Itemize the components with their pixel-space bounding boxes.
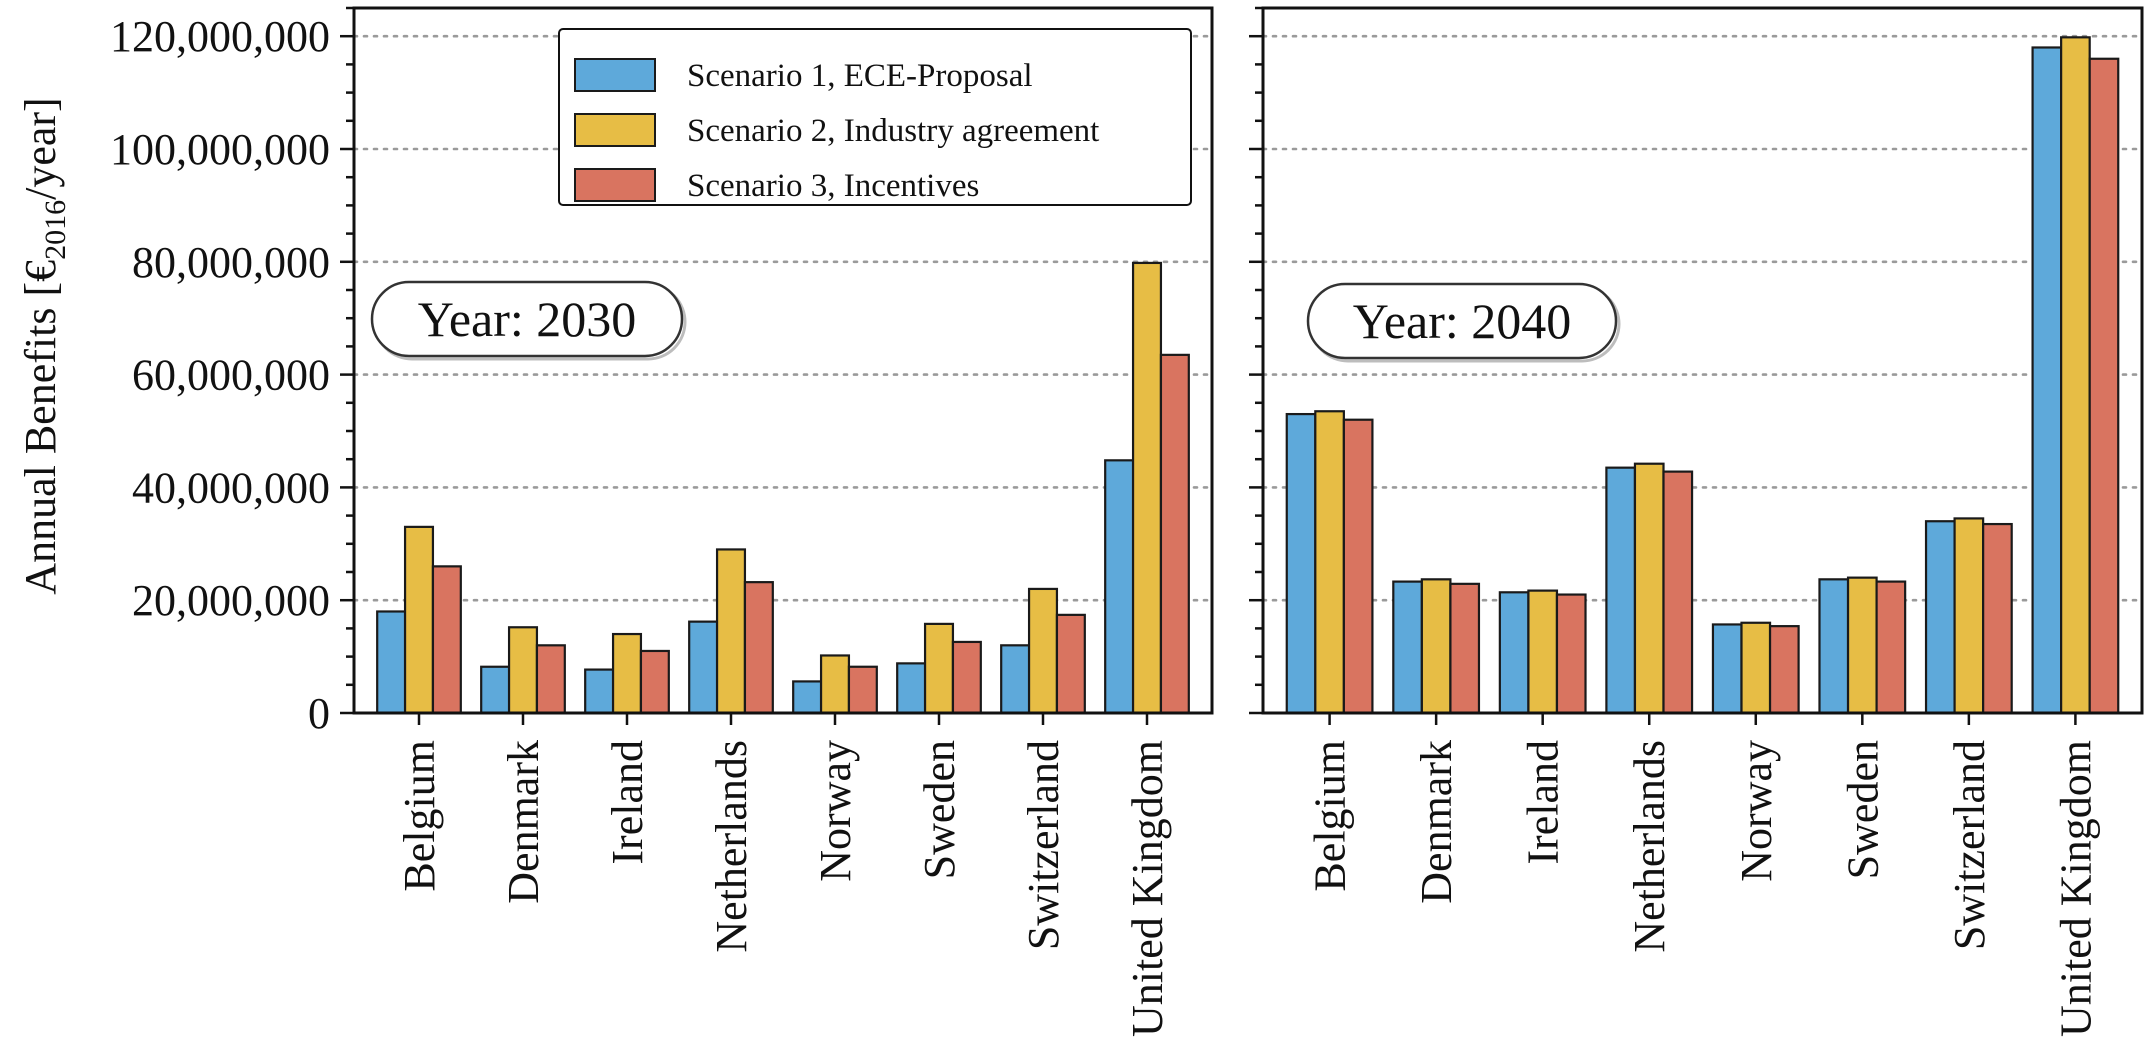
bar [1555,593,1587,715]
bar [847,665,878,715]
x-tick-label: Switzerland [1945,740,1994,950]
bar [1924,520,1956,715]
chart-panels: Belgium Denmark Ireland Netherlands Norway Sw… [110,6,2144,1037]
bar [1953,517,1985,715]
bar [1605,466,1637,715]
bar [951,640,982,715]
bar [923,622,955,715]
legend-swatch [574,58,656,92]
bar [1392,580,1423,715]
y-axis-label-suffix: /year] [16,97,65,200]
bar [1131,261,1163,715]
bar [1314,410,1345,715]
x-tick-label: Sweden [915,740,964,879]
bar [2060,36,2091,715]
bar [639,649,670,715]
bar [743,581,774,715]
bar [1982,522,2013,715]
x-tick-label: Ireland [1519,740,1568,865]
bar [611,632,643,715]
panel-1: Belgium Denmark Ireland Netherlands Norway Sw… [110,6,1214,1037]
legend-swatch [574,113,656,147]
y-tick-label: 60,000,000 [132,351,330,400]
x-tick-label: Netherlands [707,740,756,953]
bar [1055,613,1086,715]
bar [792,680,823,715]
bar [1342,418,1374,715]
panel-2: Belgium Denmark Ireland Netherlands Norway Sw… [1249,6,2144,1037]
bar [1662,470,1694,715]
annotation-box [370,280,684,358]
bar [1527,589,1559,715]
x-tick-label: Denmark [499,740,548,904]
y-tick-label: 40,000,000 [132,463,330,512]
y-tick-label: 120,000,000 [110,12,330,61]
x-tick-label: Belgium [1306,740,1355,892]
bar [1711,623,1743,715]
bar [1875,580,1907,715]
year-annotation: Year: 2040 [1353,293,1572,349]
bar [688,620,719,715]
legend: Scenario 1, ECE-Proposal Scenario 2, Indu… [558,28,1192,206]
plot-frame [352,6,1214,715]
bar [819,654,851,715]
plot-frame [1261,6,2144,715]
bar [480,665,511,715]
x-tick-label: Sweden [1838,740,1887,879]
y-tick-label: 100,000,000 [110,125,330,174]
y-tick-label: 0 [308,689,330,738]
x-tick-label: United Kingdom [2051,740,2100,1037]
bar [535,644,566,715]
bar [431,565,462,715]
bar [403,525,435,715]
x-tick-label: Norway [1732,740,1781,882]
y-axis-label-subscript: 2016 [39,200,72,260]
bar [376,610,407,715]
legend-entry: Scenario 2, Industry agreement [687,113,1099,149]
bar [1846,576,1878,715]
annotation-box [1306,282,1618,360]
bar [715,548,747,715]
bar [1285,412,1317,715]
x-tick-label: Belgium [395,740,444,892]
y-tick-label: 80,000,000 [132,238,330,287]
bar [2088,57,2120,715]
x-tick-label: United Kingdom [1123,740,1172,1037]
bar [1818,578,1850,715]
bar [2031,46,2063,715]
legend-frame [558,28,1192,206]
y-axis-label: Annual Benefits [€2016/year] [16,97,72,594]
y-axis-label-main: Annual Benefits [€ [16,260,65,595]
bar [584,668,615,715]
y-tick-label: 20,000,000 [132,576,330,625]
legend-entry: Scenario 1, ECE-Proposal [687,58,1033,94]
legend-swatch [574,168,656,202]
bar [1104,459,1135,715]
bar [1633,462,1665,715]
bar [507,626,539,715]
x-tick-label: Denmark [1412,740,1461,904]
bar [1000,644,1031,715]
legend-entry: Scenario 3, Incentives [687,168,979,204]
x-tick-label: Norway [811,740,860,882]
bar [1740,621,1772,715]
bar [1159,353,1190,715]
x-tick-label: Netherlands [1625,740,1674,953]
year-annotation: Year: 2030 [418,291,637,347]
bar [1027,587,1059,715]
bar [896,662,927,715]
x-tick-label: Switzerland [1019,740,1068,950]
bar [1498,591,1530,715]
bar [1420,578,1452,715]
bar [1449,582,1481,715]
x-tick-label: Ireland [603,740,652,865]
bar [1768,625,1800,715]
